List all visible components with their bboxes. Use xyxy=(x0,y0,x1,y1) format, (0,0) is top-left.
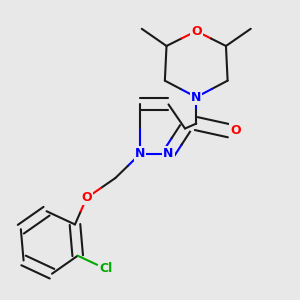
Text: N: N xyxy=(135,148,145,160)
Text: O: O xyxy=(81,191,92,204)
Text: N: N xyxy=(191,91,201,104)
Text: O: O xyxy=(230,124,241,137)
Text: N: N xyxy=(163,148,174,160)
Text: O: O xyxy=(191,25,202,38)
Text: Cl: Cl xyxy=(100,262,113,275)
